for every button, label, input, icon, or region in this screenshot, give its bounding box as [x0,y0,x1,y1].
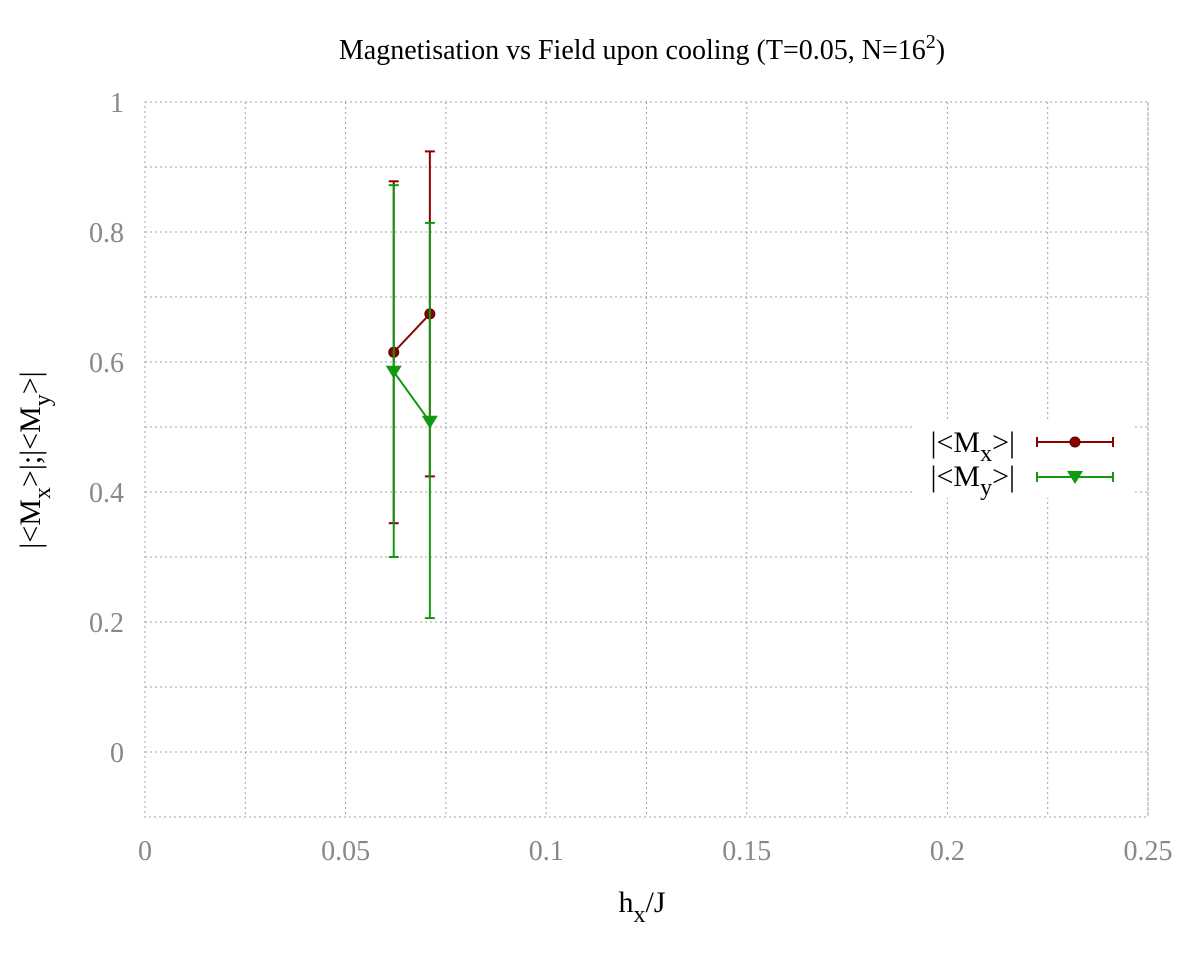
y-tick-label: 0.6 [89,348,124,379]
legend-samples [1036,436,1114,484]
y-tick-label: 0.2 [89,608,124,639]
x-tick-label: 0.2 [930,836,965,867]
x-tick-labels: 0 0.05 0.1 0.15 0.2 0.25 [138,836,1173,867]
legend-sample-marker [1067,471,1083,484]
series-1 [385,184,438,620]
y-tick-label: 0.4 [89,478,124,509]
data-point [421,415,438,429]
y-tick-label: 0 [110,738,124,769]
chart-title: Magnetisation vs Field upon cooling (T=0… [339,31,945,66]
legend: |<Mx>| |<My>| [915,420,1135,501]
x-tick-label: 0.25 [1124,836,1173,867]
x-tick-label: 0 [138,836,152,867]
x-tick-label: 0.1 [529,836,564,867]
series-line [393,313,431,353]
data-point [385,365,402,379]
x-tick-label: 0.05 [321,836,370,867]
x-axis-label: hx/J [618,886,665,928]
legend-background [915,420,1135,498]
y-axis-label: |<Mx>|;|<My>| [14,371,56,548]
x-tick-label: 0.15 [722,836,771,867]
y-tick-label: 0.8 [89,218,124,249]
series-line [392,371,431,423]
legend-label-my: |<My>| [930,460,1015,501]
plot-frame [144,101,1149,818]
legend-sample-marker [1069,436,1081,448]
y-tick-label: 1 [110,88,124,119]
series-layer [385,150,438,620]
y-tick-labels: 0 0.2 0.4 0.6 0.8 1 [89,88,124,769]
legend-label-mx: |<Mx>| [930,426,1015,467]
